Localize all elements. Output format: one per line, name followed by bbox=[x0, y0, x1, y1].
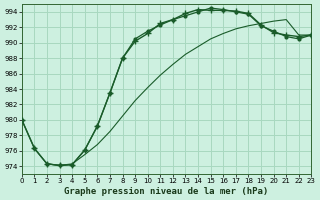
X-axis label: Graphe pression niveau de la mer (hPa): Graphe pression niveau de la mer (hPa) bbox=[65, 187, 269, 196]
